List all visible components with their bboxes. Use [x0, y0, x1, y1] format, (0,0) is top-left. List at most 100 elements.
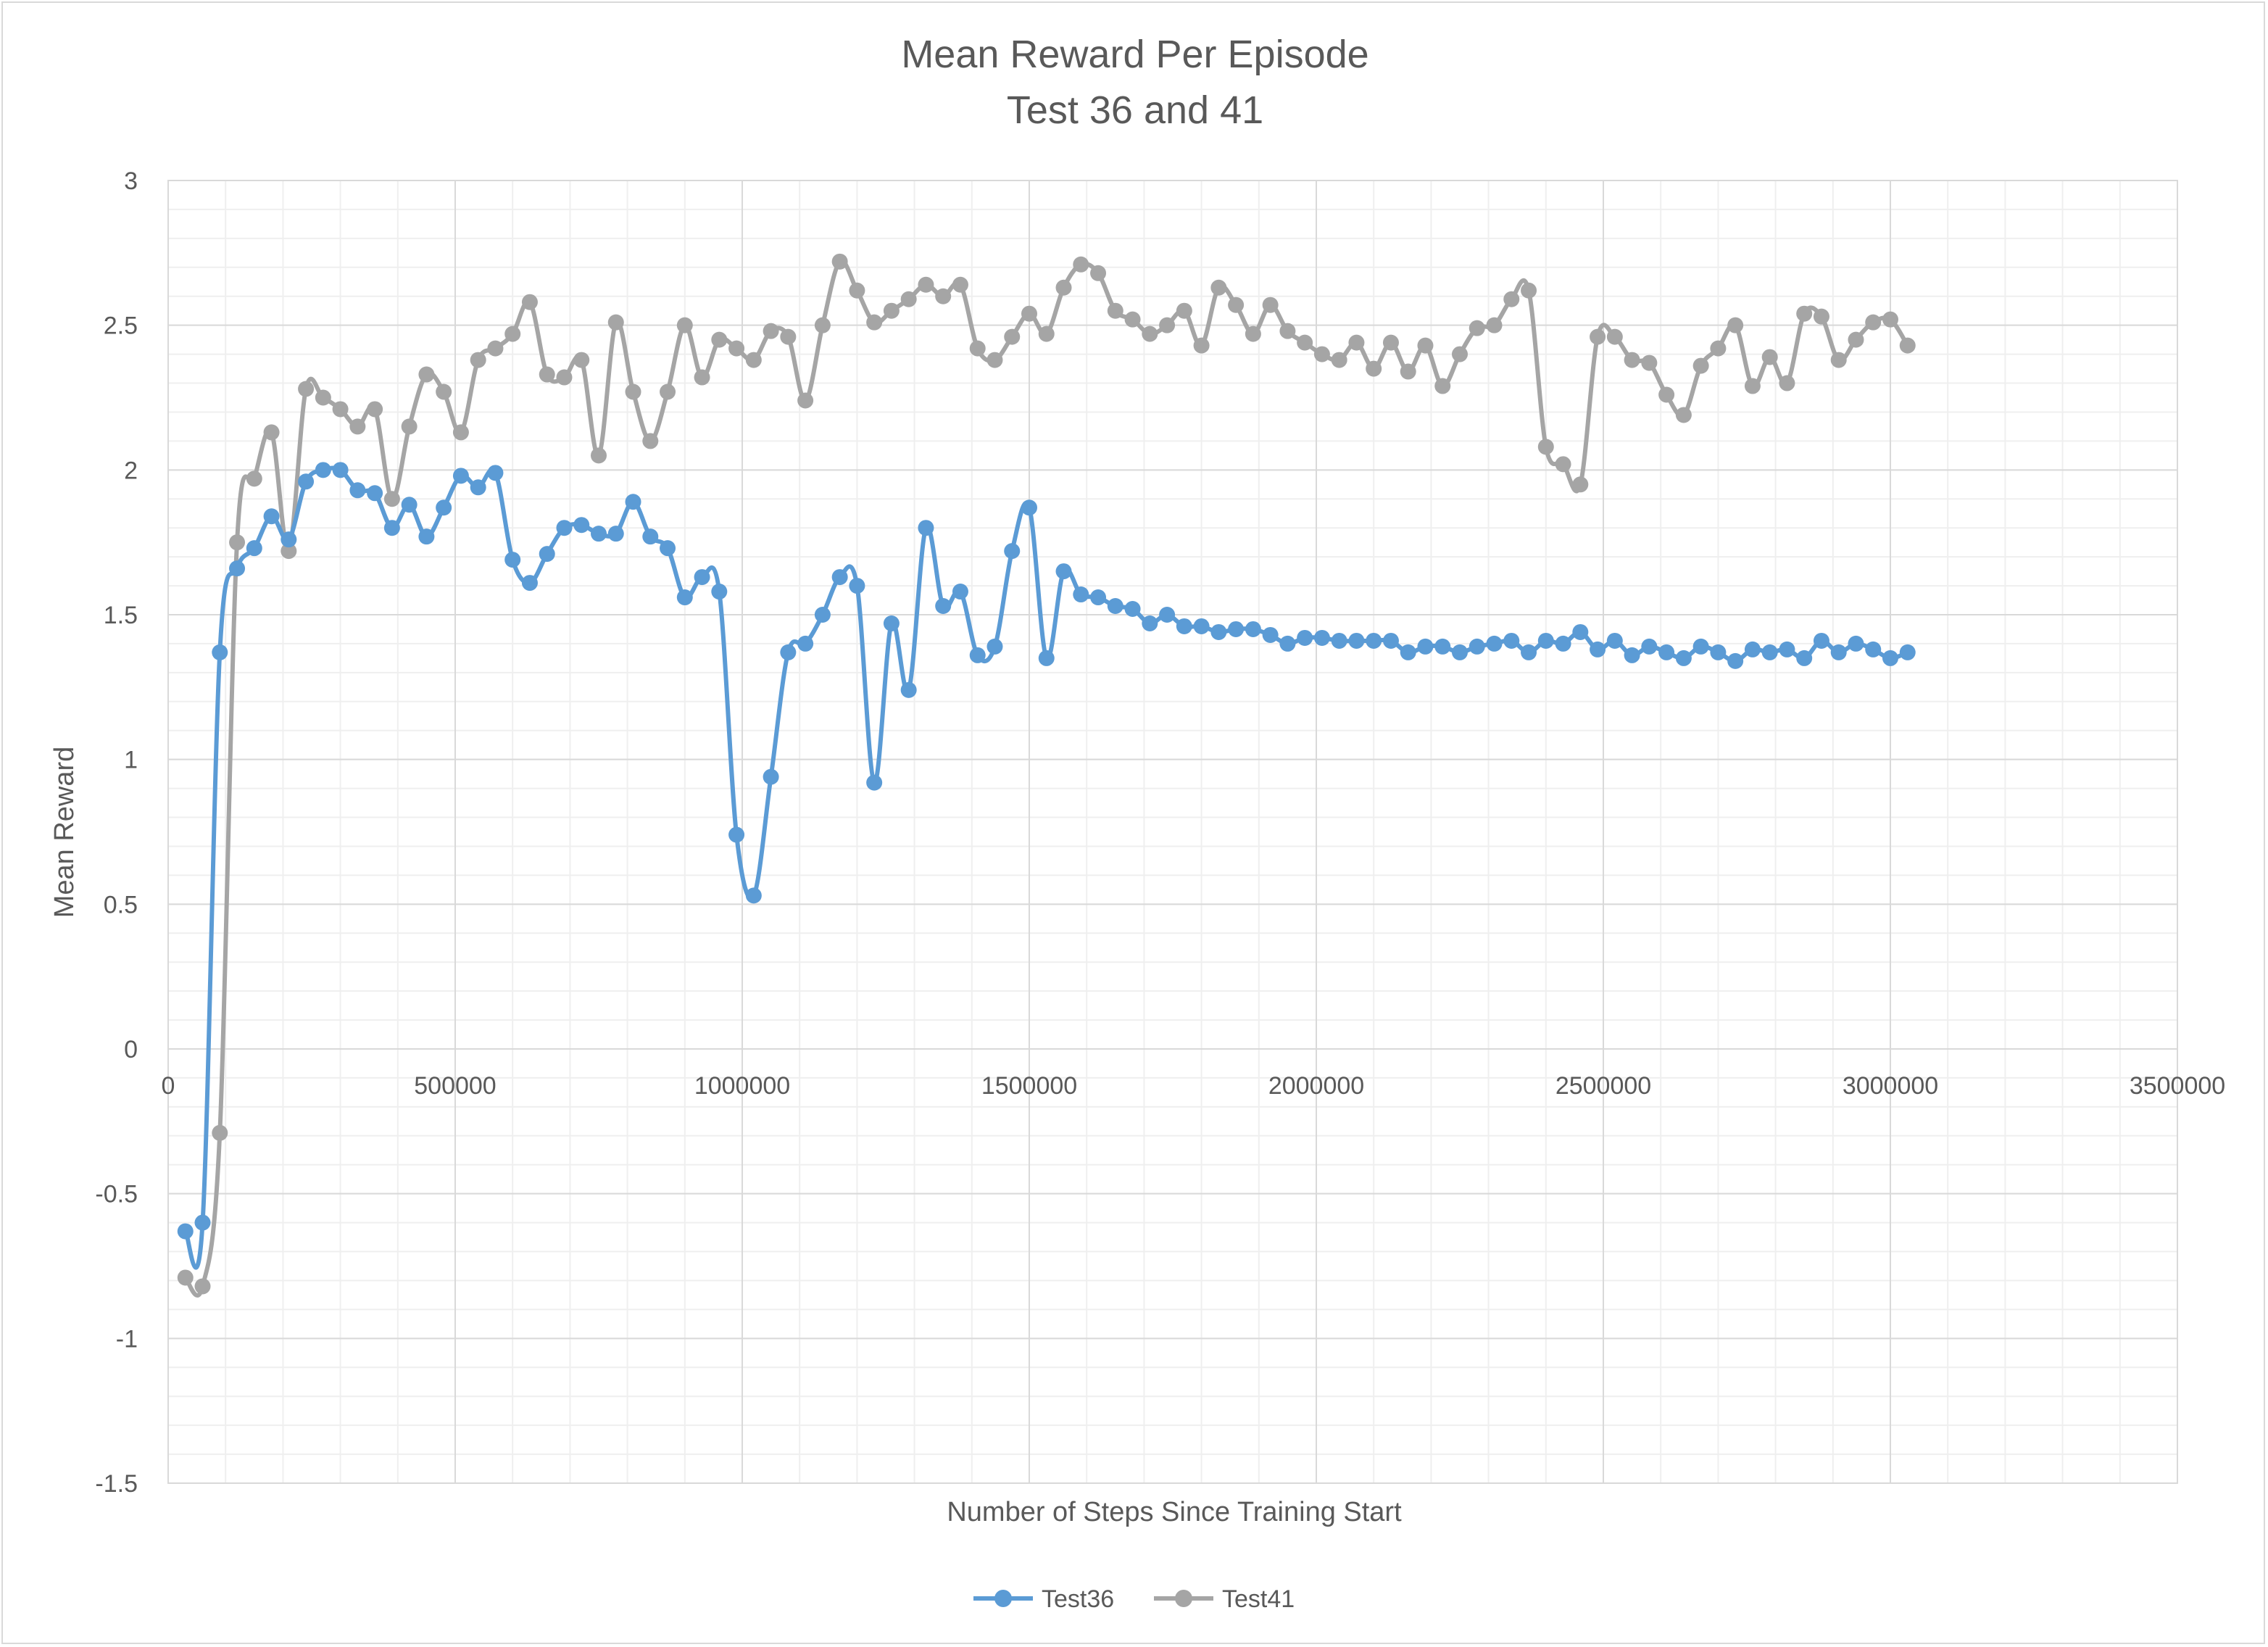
- data-point-test36: [1537, 632, 1554, 649]
- x-tick-label: 500000: [414, 1072, 496, 1100]
- data-point-test41: [1796, 305, 1813, 322]
- data-point-test36: [831, 569, 848, 586]
- data-point-test36: [797, 635, 814, 652]
- data-point-test41: [694, 369, 710, 386]
- data-point-test36: [1262, 626, 1279, 643]
- data-point-test41: [660, 383, 676, 400]
- data-point-test41: [298, 381, 315, 397]
- data-point-test36: [607, 526, 624, 542]
- data-point-test41: [676, 317, 693, 333]
- data-point-test36: [1279, 635, 1296, 652]
- data-point-test41: [1073, 256, 1089, 273]
- data-point-test41: [263, 424, 280, 441]
- data-point-test41: [711, 331, 728, 348]
- data-point-test36: [1366, 632, 1382, 649]
- data-point-test36: [1176, 618, 1192, 634]
- data-point-test36: [1830, 644, 1847, 660]
- data-point-test41: [642, 433, 659, 449]
- data-point-test36: [194, 1214, 211, 1231]
- data-point-test41: [1744, 378, 1761, 394]
- y-tick-label: -1.5: [95, 1470, 138, 1498]
- data-point-test36: [263, 508, 280, 525]
- data-point-test36: [900, 681, 917, 698]
- data-point-test36: [1761, 644, 1778, 660]
- data-point-test41: [177, 1269, 194, 1286]
- data-point-test36: [935, 598, 952, 615]
- data-point-test41: [1469, 320, 1485, 336]
- x-tick-label: 1500000: [981, 1072, 1077, 1100]
- data-point-test41: [1865, 314, 1882, 331]
- data-point-test36: [591, 526, 607, 542]
- data-point-test36: [573, 517, 590, 534]
- data-point-test36: [676, 589, 693, 606]
- data-point-test36: [401, 497, 418, 513]
- data-point-test41: [1486, 317, 1503, 333]
- data-point-test36: [1400, 644, 1416, 660]
- data-point-test36: [246, 540, 262, 557]
- data-point-test36: [763, 768, 779, 785]
- data-point-test36: [694, 569, 710, 586]
- data-point-test36: [1434, 638, 1451, 655]
- data-point-test41: [1710, 340, 1727, 357]
- data-point-test36: [487, 465, 504, 481]
- data-point-test41: [1382, 334, 1399, 351]
- data-point-test36: [1521, 644, 1537, 660]
- data-point-test36: [1193, 618, 1210, 634]
- data-point-test41: [1366, 360, 1382, 377]
- data-point-test41: [1779, 375, 1795, 391]
- data-point-test41: [487, 340, 504, 357]
- data-point-test41: [1813, 308, 1829, 325]
- data-point-test41: [367, 401, 383, 418]
- data-point-test41: [935, 288, 952, 304]
- data-point-test41: [1331, 352, 1347, 368]
- legend-item-test41: Test41: [1154, 1585, 1295, 1613]
- y-tick-label: 3: [124, 167, 138, 195]
- data-point-test36: [1331, 632, 1347, 649]
- data-point-test41: [1555, 456, 1571, 473]
- data-point-test36: [1624, 647, 1640, 663]
- data-point-test41: [1641, 354, 1658, 371]
- data-point-test41: [349, 418, 366, 435]
- data-point-test36: [177, 1223, 194, 1240]
- data-point-test36: [1692, 638, 1709, 655]
- data-point-test41: [1004, 328, 1021, 345]
- data-point-test36: [1090, 589, 1107, 606]
- data-point-test36: [349, 482, 366, 499]
- data-point-test36: [452, 468, 469, 484]
- y-tick-label: 2: [124, 457, 138, 484]
- data-point-test41: [383, 491, 400, 507]
- data-point-test36: [556, 520, 573, 536]
- data-point-test41: [401, 418, 418, 435]
- data-point-test36: [229, 560, 246, 577]
- series-layer: [177, 253, 1916, 1298]
- data-point-test41: [418, 366, 435, 383]
- data-point-test41: [436, 383, 452, 400]
- data-point-test41: [1675, 407, 1692, 423]
- data-point-test36: [1899, 644, 1916, 660]
- data-point-test41: [332, 401, 349, 418]
- data-point-test41: [1210, 279, 1227, 296]
- data-point-test36: [1744, 641, 1761, 657]
- data-point-test41: [986, 352, 1003, 368]
- data-point-test36: [1865, 641, 1882, 657]
- x-tick-label: 1000000: [694, 1072, 790, 1100]
- y-tick-label: -0.5: [95, 1181, 138, 1208]
- data-point-test41: [229, 534, 246, 551]
- data-point-test41: [831, 253, 848, 270]
- data-point-test41: [1434, 378, 1451, 394]
- data-point-test36: [1107, 598, 1123, 615]
- data-point-test36: [969, 647, 986, 663]
- chart-subtitle: Test 36 and 41: [1007, 88, 1263, 132]
- data-point-test36: [918, 520, 934, 536]
- data-point-test41: [1727, 317, 1744, 333]
- data-point-test41: [539, 366, 555, 383]
- data-point-test41: [883, 302, 900, 319]
- data-point-test36: [728, 826, 745, 843]
- data-point-test36: [1503, 632, 1520, 649]
- data-point-test41: [194, 1278, 211, 1295]
- data-point-test41: [452, 424, 469, 441]
- data-point-test36: [539, 546, 555, 563]
- data-point-test41: [1830, 352, 1847, 368]
- data-point-test41: [212, 1124, 228, 1141]
